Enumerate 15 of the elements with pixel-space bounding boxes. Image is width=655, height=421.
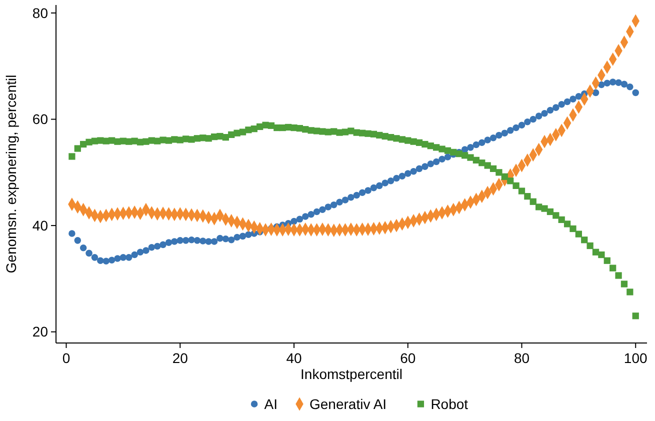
x-tick-label: 0 — [62, 350, 70, 366]
x-axis-title: Inkomstpercentil — [300, 366, 402, 382]
legend-label: Robot — [430, 396, 468, 412]
legend-label: Generativ AI — [310, 396, 387, 412]
y-axis-title: Genomsn. exponering, percentil — [3, 74, 19, 274]
x-tick-label: 80 — [514, 350, 530, 366]
y-tick-label: 20 — [32, 324, 48, 340]
y-tick-label: 60 — [32, 111, 48, 128]
x-tick-label: 100 — [624, 350, 648, 366]
y-tick-label: 80 — [32, 4, 48, 21]
y-tick-label: 40 — [32, 217, 48, 234]
legend-label: AI — [264, 396, 278, 412]
x-tick-label: 40 — [286, 350, 302, 366]
x-tick-label: 20 — [172, 350, 188, 366]
x-tick-label: 60 — [400, 350, 416, 366]
